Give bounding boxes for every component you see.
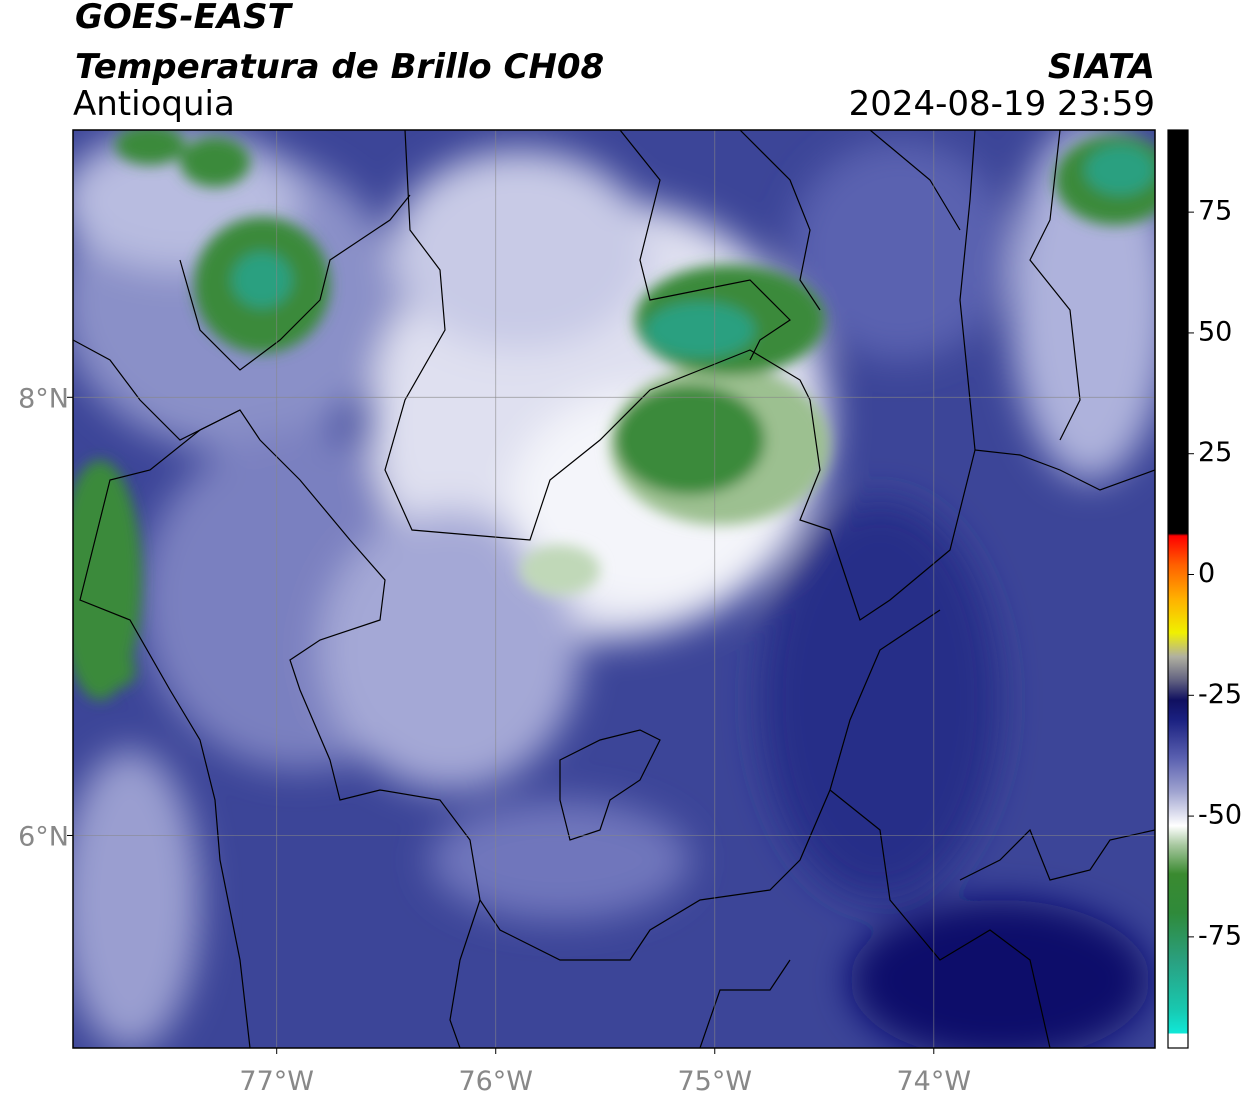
colorbar-label: -25 xyxy=(1198,679,1242,710)
region: Antioquia xyxy=(73,84,235,124)
lon-label: 75°W xyxy=(677,1066,752,1097)
datetime: 2024-08-19 23:59 xyxy=(849,84,1155,124)
colorbar-label: 75 xyxy=(1198,196,1232,227)
colorbar-label: 25 xyxy=(1198,437,1232,468)
title: GOES-EAST xyxy=(75,0,294,37)
colorbar-label: -75 xyxy=(1198,920,1242,951)
map-frame xyxy=(72,129,1156,1049)
lon-label: 76°W xyxy=(458,1066,533,1097)
colorbar-label: -50 xyxy=(1198,800,1242,831)
colorbar xyxy=(1167,129,1189,1049)
boundaries xyxy=(73,130,1155,1048)
lat-label: 6°N xyxy=(18,821,69,852)
lon-label: 74°W xyxy=(897,1066,972,1097)
lat-label: 8°N xyxy=(18,383,69,414)
colorbar-label: 0 xyxy=(1198,558,1215,589)
colorbar-label: 50 xyxy=(1198,316,1232,347)
source: SIATA xyxy=(1048,47,1155,87)
subtitle: Temperatura de Brillo CH08 xyxy=(75,47,604,87)
lon-label: 77°W xyxy=(239,1066,314,1097)
satellite-field xyxy=(73,130,1155,1048)
grid xyxy=(73,130,1155,1048)
